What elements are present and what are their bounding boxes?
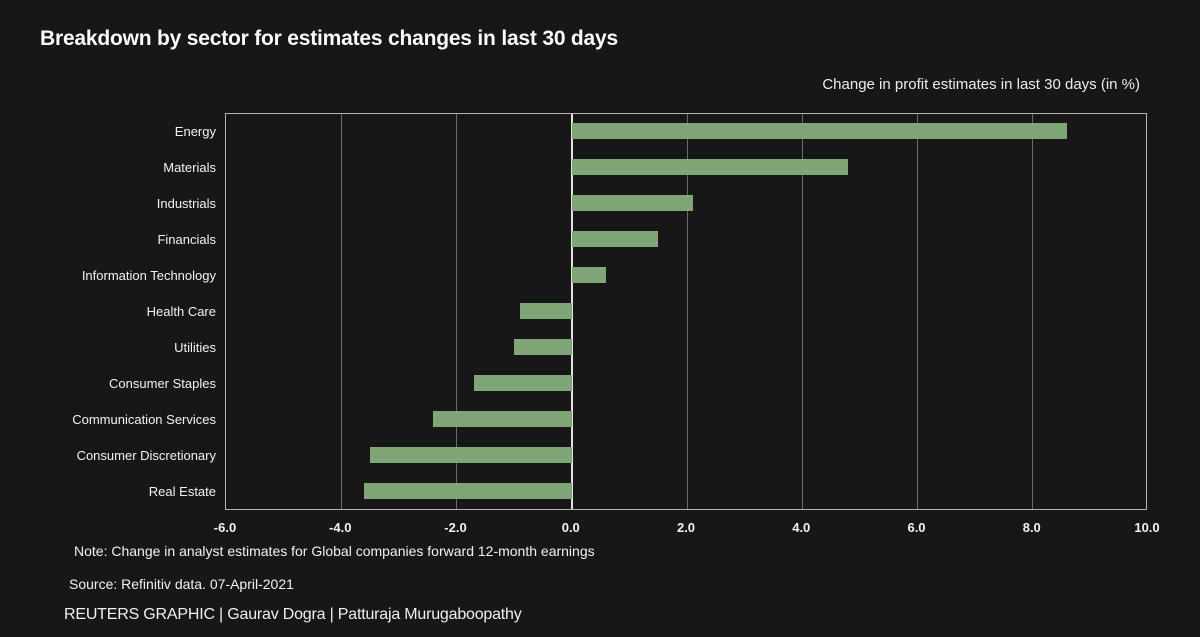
credit-text: REUTERS GRAPHIC | Gaurav Dogra | Pattura… <box>64 606 522 623</box>
value-axis: -6.0 -4.0 -2.0 0.0 2.0 4.0 6.0 8.0 10.0 <box>214 520 1160 538</box>
chart-title: Breakdown by sector for estimates change… <box>40 27 618 50</box>
x-tick-label-8: 8.0 <box>1022 520 1041 535</box>
category-label-consumer-discretionary: Consumer Discretionary <box>76 448 216 464</box>
note-text: Note: Change in analyst estimates for Gl… <box>74 543 595 559</box>
category-label-health-care: Health Care <box>146 304 216 319</box>
bar-financials <box>571 230 659 247</box>
chart-subtitle: Change in profit estimates in last 30 da… <box>822 76 1140 93</box>
gridline-4 <box>801 114 803 509</box>
x-tick-label--6: -6.0 <box>213 520 237 535</box>
gridline--4 <box>340 114 342 509</box>
category-label-real-estate: Real Estate <box>148 484 216 500</box>
bar-communication-services <box>433 411 572 428</box>
category-label-materials: Materials <box>163 159 216 175</box>
category-label-utilities: Utilities <box>174 340 216 356</box>
gridline-2 <box>686 114 688 509</box>
plot-area <box>225 113 1147 510</box>
bar-information-technology <box>571 266 607 283</box>
category-label-energy: Energy <box>174 123 216 139</box>
bar-consumer-discretionary <box>370 447 572 464</box>
category-label-industrials: Industrials <box>156 195 216 211</box>
zero-baseline <box>570 114 573 509</box>
bar-energy <box>571 122 1068 139</box>
x-tick-label-4: 4.0 <box>792 520 811 535</box>
category-label-communication-services: Communication Services <box>72 412 216 428</box>
bar-health-care <box>519 303 572 319</box>
x-tick-label-10: 10.0 <box>1134 520 1160 535</box>
category-label-consumer-staples: Consumer Staples <box>109 376 216 392</box>
bar-industrials <box>571 194 693 211</box>
x-tick-label--2: -2.0 <box>444 520 467 535</box>
category-label-information-technology: Information Technology <box>81 267 216 283</box>
gridline--2 <box>456 114 457 509</box>
category-label-financials: Financials <box>157 231 216 247</box>
bar-materials <box>571 158 849 175</box>
bar-real-estate <box>364 483 572 500</box>
x-tick-label--4: -4.0 <box>329 520 352 535</box>
source-text: Source: Refinitiv data. 07-April-2021 <box>69 576 294 592</box>
bar-consumer-staples <box>473 375 572 392</box>
x-tick-label-2: 2.0 <box>676 520 696 535</box>
bar-utilities <box>514 339 572 356</box>
gridline-6 <box>917 114 918 509</box>
category-axis: Energy Materials Industrials Financials Info… <box>0 113 216 510</box>
x-tick-label-0: 0.0 <box>561 520 580 535</box>
x-tick-label-6: 6.0 <box>907 520 926 535</box>
gridline-8 <box>1032 114 1034 509</box>
